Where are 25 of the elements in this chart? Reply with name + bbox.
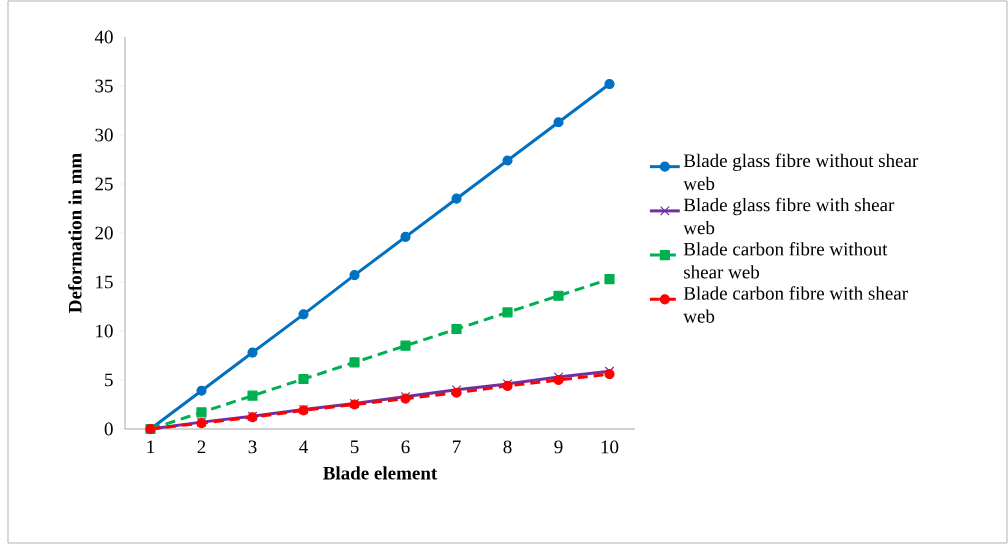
legend-label: Blade carbon fibre without shear web [683,241,888,279]
legend-label: Blade glass fibre with shear web [683,197,895,235]
x-tick-label: 1 [147,440,155,454]
x-tick-label: 10 [601,440,619,454]
x-tick-label: 2 [197,440,206,454]
legend-label: Blade glass fibre without shear web [683,153,919,191]
y-tick-label: 10 [96,324,113,338]
x-tick-label: 6 [401,440,410,454]
legend-label: Blade carbon fibre with shear web [683,286,908,323]
y-tick-label: 5 [105,373,113,387]
x-tick-label: 9 [554,440,563,454]
x-tick-label: 7 [453,440,461,453]
x-axis-title: Blade element [323,466,438,480]
x-tick-label: 5 [350,440,359,454]
y-axis-title: Deformation in mm [68,153,82,313]
y-tick-label: 20 [95,226,113,240]
y-tick-label: 35 [95,79,113,93]
x-tick-label: 8 [503,440,512,454]
y-tick-label: 15 [96,275,113,289]
y-tick-label: 40 [94,30,113,44]
y-tick-label: 30 [95,128,113,142]
y-tick-label: 0 [104,422,113,436]
x-tick-label: 3 [248,440,257,454]
y-tick-label: 25 [95,177,113,191]
x-tick-label: 4 [299,440,308,454]
